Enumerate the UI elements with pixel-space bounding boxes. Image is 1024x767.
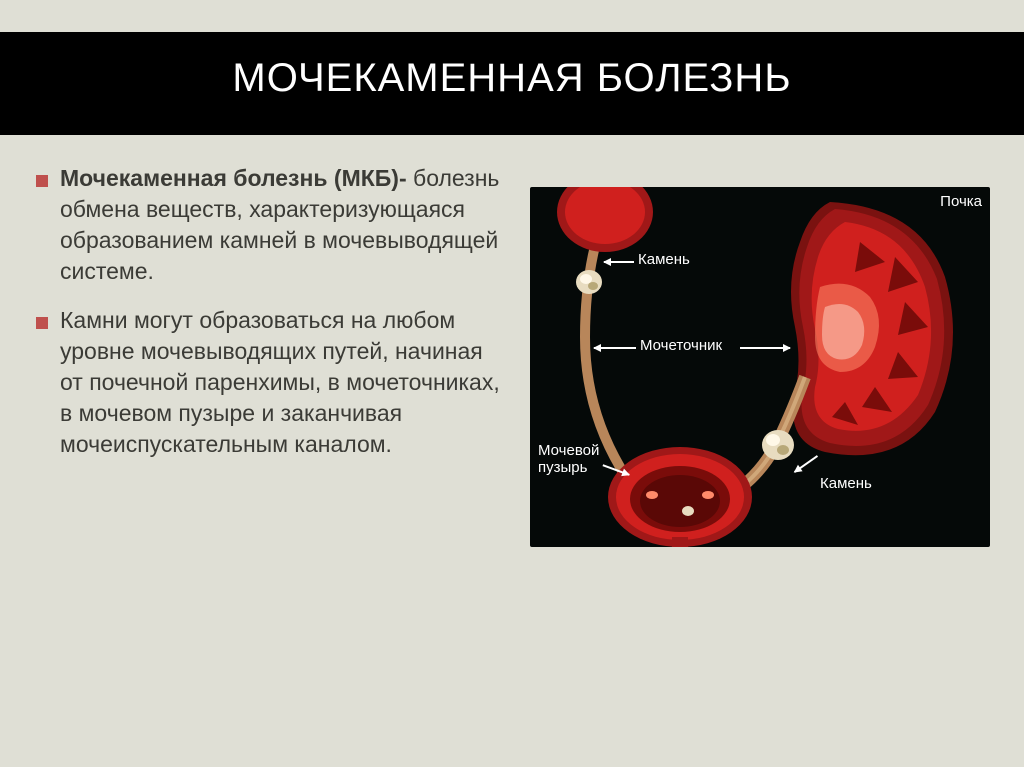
arrow-ureter-right: [740, 347, 790, 349]
text-column: Мочекаменная болезнь (МКБ)- болезнь обме…: [36, 163, 506, 747]
label-ureter: Мочеточник: [640, 337, 722, 354]
bullet-2: Камни могут образоваться на любом уровне…: [36, 305, 506, 460]
content-area: Мочекаменная болезнь (МКБ)- болезнь обме…: [0, 135, 1024, 767]
label-kidney: Почка: [940, 193, 982, 210]
label-stone-bottom: Камень: [820, 475, 872, 492]
arrow-stone-top: [604, 261, 634, 263]
diagram-column: Почка Камень Мочеточник Мочевой пузырь К…: [530, 163, 990, 747]
anatomy-diagram: Почка Камень Мочеточник Мочевой пузырь К…: [530, 187, 990, 547]
title-bar: МОЧЕКАМЕННАЯ БОЛЕЗНЬ: [0, 0, 1024, 135]
arrow-ureter-left: [594, 347, 636, 349]
bullet-1: Мочекаменная болезнь (МКБ)- болезнь обме…: [36, 163, 506, 287]
slide-title: МОЧЕКАМЕННАЯ БОЛЕЗНЬ: [232, 56, 791, 101]
label-bladder: Мочевой пузырь: [538, 442, 599, 476]
label-stone-top: Камень: [638, 251, 690, 268]
diagram-svg: [530, 187, 990, 547]
bullet-2-text: Камни могут образоваться на любом уровне…: [60, 307, 500, 457]
bullet-1-bold: Мочекаменная болезнь (МКБ)-: [60, 165, 407, 191]
